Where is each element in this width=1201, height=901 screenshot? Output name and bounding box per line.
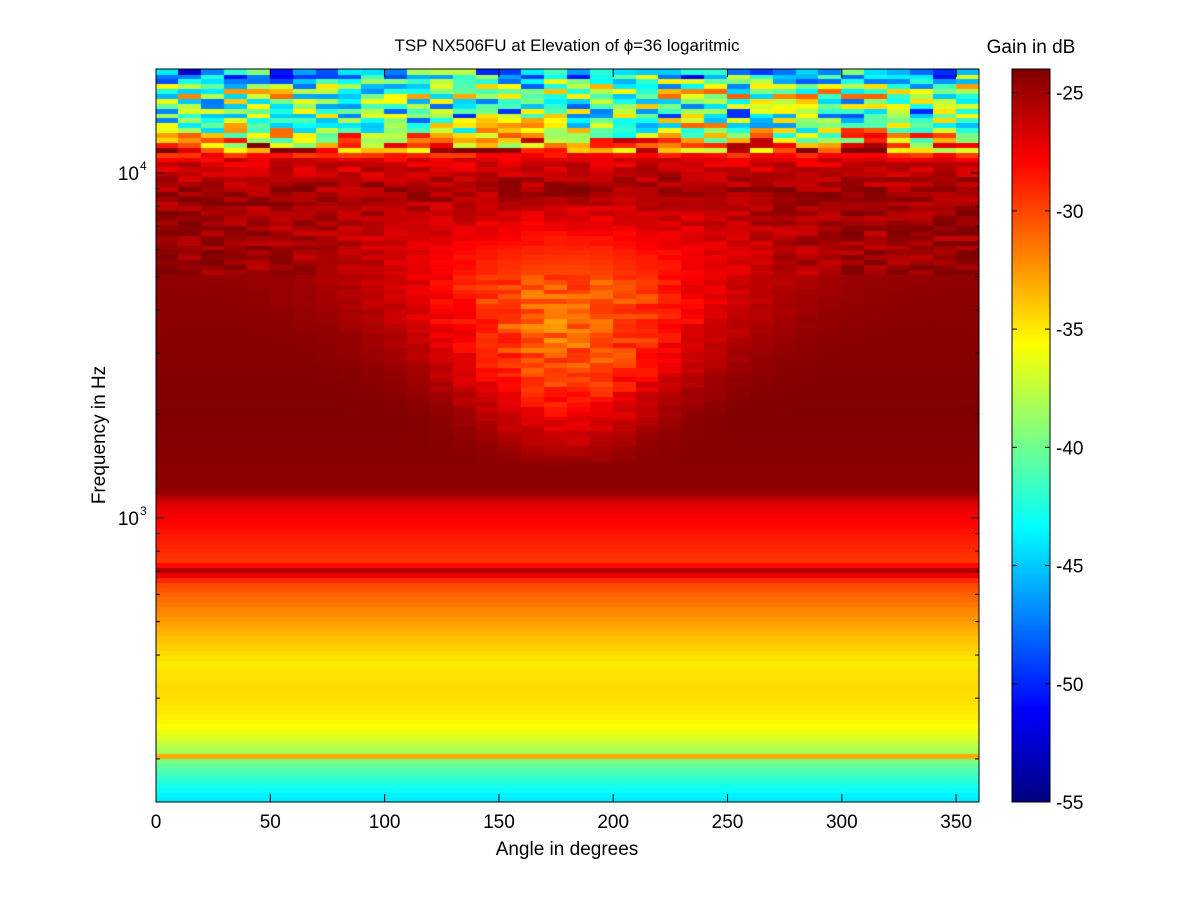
x-tick-label: 150 xyxy=(483,812,515,833)
x-tick-label: 200 xyxy=(597,812,629,833)
colorbar-tick-label: -40 xyxy=(1056,438,1083,459)
colorbar-frame xyxy=(1011,68,1051,803)
y-tick-label: 10 xyxy=(118,164,139,185)
colorbar-tick-label: -25 xyxy=(1056,84,1083,105)
y-tick-label-exponent: 3 xyxy=(140,504,147,518)
x-tick-label: 300 xyxy=(826,812,858,833)
y-tick-label-exponent: 4 xyxy=(140,159,147,173)
colorbar-gradient xyxy=(1012,69,1050,802)
heatmap-canvas xyxy=(156,69,979,802)
x-tick-label: 100 xyxy=(369,812,401,833)
x-tick-label: 50 xyxy=(260,812,281,833)
x-axis-label: Angle in degrees xyxy=(496,839,639,860)
y-tick-label: 10 xyxy=(118,509,139,530)
y-axis-label: Frequency in Hz xyxy=(89,366,110,504)
plot-frame xyxy=(155,68,980,803)
colorbar-tick-label: -35 xyxy=(1056,320,1083,341)
colorbar-tick-label: -30 xyxy=(1056,202,1083,223)
x-tick-label: 250 xyxy=(712,812,744,833)
colorbar-label: Gain in dB xyxy=(987,37,1076,58)
colorbar-tick-label: -50 xyxy=(1056,675,1083,696)
x-tick-label: 350 xyxy=(940,812,972,833)
colorbar-tick-label: -55 xyxy=(1056,793,1083,814)
chart-title: TSP NX506FU at Elevation of ϕ=36 logarit… xyxy=(394,36,740,55)
colorbar-tick-label: -45 xyxy=(1056,557,1083,578)
x-tick-label: 0 xyxy=(151,812,162,833)
